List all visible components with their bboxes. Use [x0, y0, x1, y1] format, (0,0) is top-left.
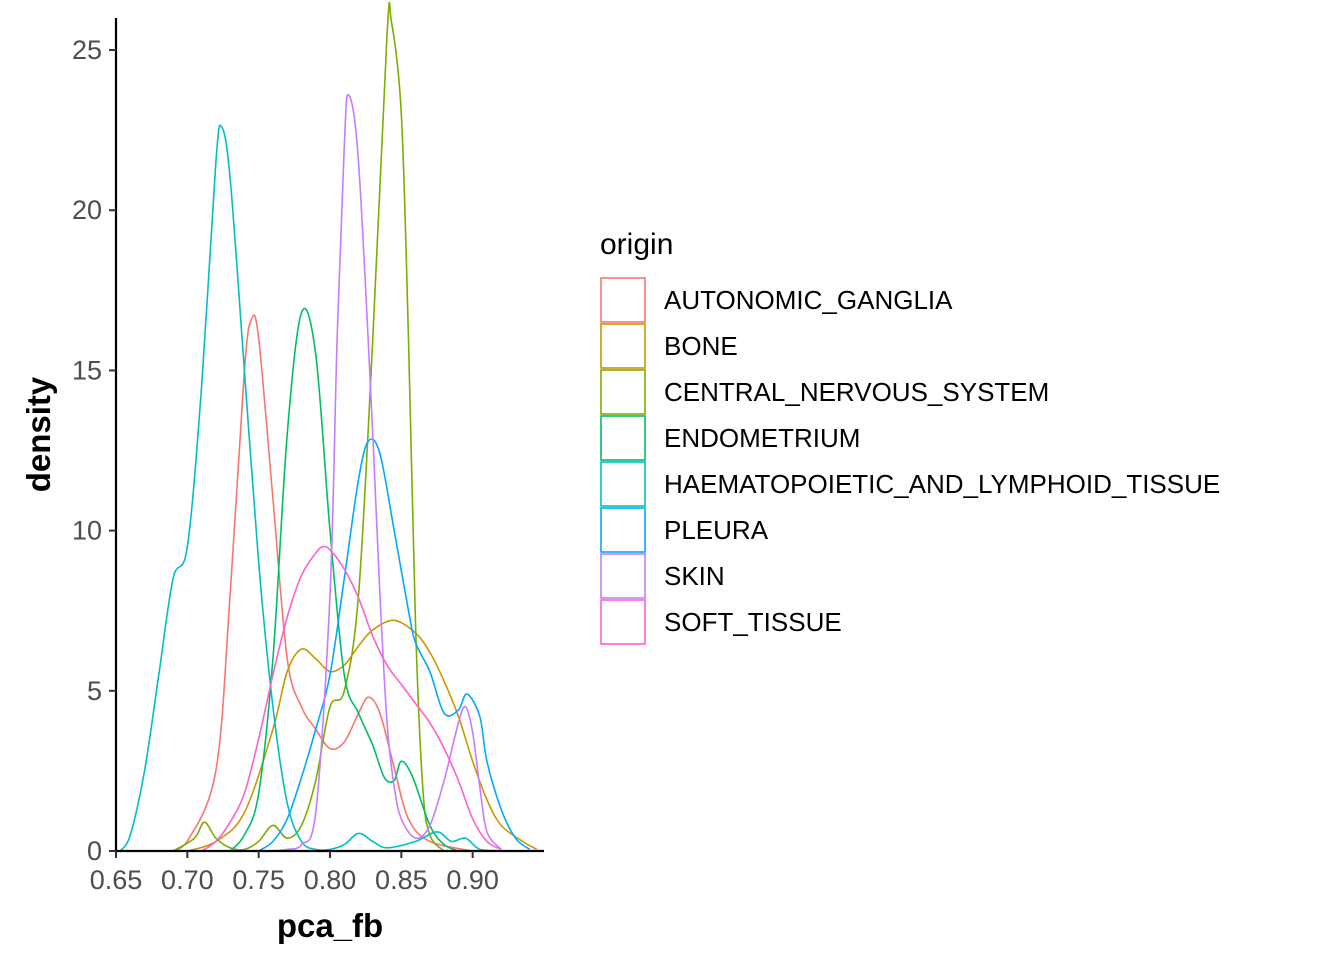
x-tick-label: 0.80 [304, 865, 357, 895]
legend-items: AUTONOMIC_GANGLIA BONE CENTRAL_NERVOUS_SYS… [600, 277, 1220, 645]
x-tick-label: 0.85 [375, 865, 428, 895]
density-curve-soft-tissue [201, 545, 502, 852]
x-tick-label: 0.75 [232, 865, 285, 895]
legend-title: origin [600, 228, 673, 261]
legend-label: HAEMATOPOIETIC_AND_LYMPHOID_TISSUE [664, 469, 1220, 499]
y-axis-title: density [20, 376, 57, 492]
legend-label: CENTRAL_NERVOUS_SYSTEM [664, 377, 1049, 407]
density-curves [119, 1, 538, 852]
y-tick-label: 25 [72, 35, 102, 65]
legend-item-soft-tissue: SOFT_TISSUE [600, 599, 842, 645]
legend-item-pleura: PLEURA [600, 507, 769, 553]
legend-key [600, 599, 646, 645]
legend-key [600, 323, 646, 369]
y-axis-ticks: 0 5 10 15 20 25 [72, 35, 116, 866]
y-tick-label: 0 [87, 836, 102, 866]
y-tick-label: 15 [72, 355, 102, 385]
legend-label: PLEURA [664, 515, 769, 545]
x-tick-label: 0.65 [90, 865, 143, 895]
density-curve-central-nervous-system [172, 1, 445, 852]
legend-item-skin: SKIN [600, 553, 725, 599]
legend-label: BONE [664, 331, 738, 361]
density-curve-skin [272, 93, 502, 852]
legend-label: SKIN [664, 561, 725, 591]
legend-key [600, 415, 646, 461]
density-curve-endometrium [229, 307, 459, 852]
x-axis-title: pca_fb [277, 907, 383, 944]
legend-key [600, 369, 646, 415]
x-tick-label: 0.90 [446, 865, 499, 895]
legend-item-haematopoietic-and-lymphoid-tissue: HAEMATOPOIETIC_AND_LYMPHOID_TISSUE [600, 461, 1220, 507]
density-curve-haematopoietic-and-lymphoid-tissue [119, 124, 502, 852]
legend-item-endometrium: ENDOMETRIUM [600, 415, 860, 461]
legend-item-central-nervous-system: CENTRAL_NERVOUS_SYSTEM [600, 369, 1049, 415]
legend-item-bone: BONE [600, 323, 738, 369]
legend-key [600, 507, 646, 553]
legend-label: SOFT_TISSUE [664, 607, 842, 637]
legend-key [600, 461, 646, 507]
y-tick-label: 5 [87, 676, 102, 706]
density-curve-pleura [258, 438, 531, 852]
y-tick-label: 20 [72, 195, 102, 225]
x-tick-label: 0.70 [161, 865, 214, 895]
legend-label: AUTONOMIC_GANGLIA [664, 285, 953, 315]
legend: origin AUTONOMIC_GANGLIA BONE CENTRAL_NERV… [600, 228, 1220, 645]
legend-label: ENDOMETRIUM [664, 423, 860, 453]
density-curve-autonomic-ganglia [172, 314, 473, 852]
legend-key [600, 553, 646, 599]
legend-key [600, 277, 646, 323]
y-tick-label: 10 [72, 516, 102, 546]
legend-item-autonomic-ganglia: AUTONOMIC_GANGLIA [600, 277, 953, 323]
x-axis-ticks: 0.65 0.70 0.75 0.80 0.85 0.90 [90, 851, 499, 895]
